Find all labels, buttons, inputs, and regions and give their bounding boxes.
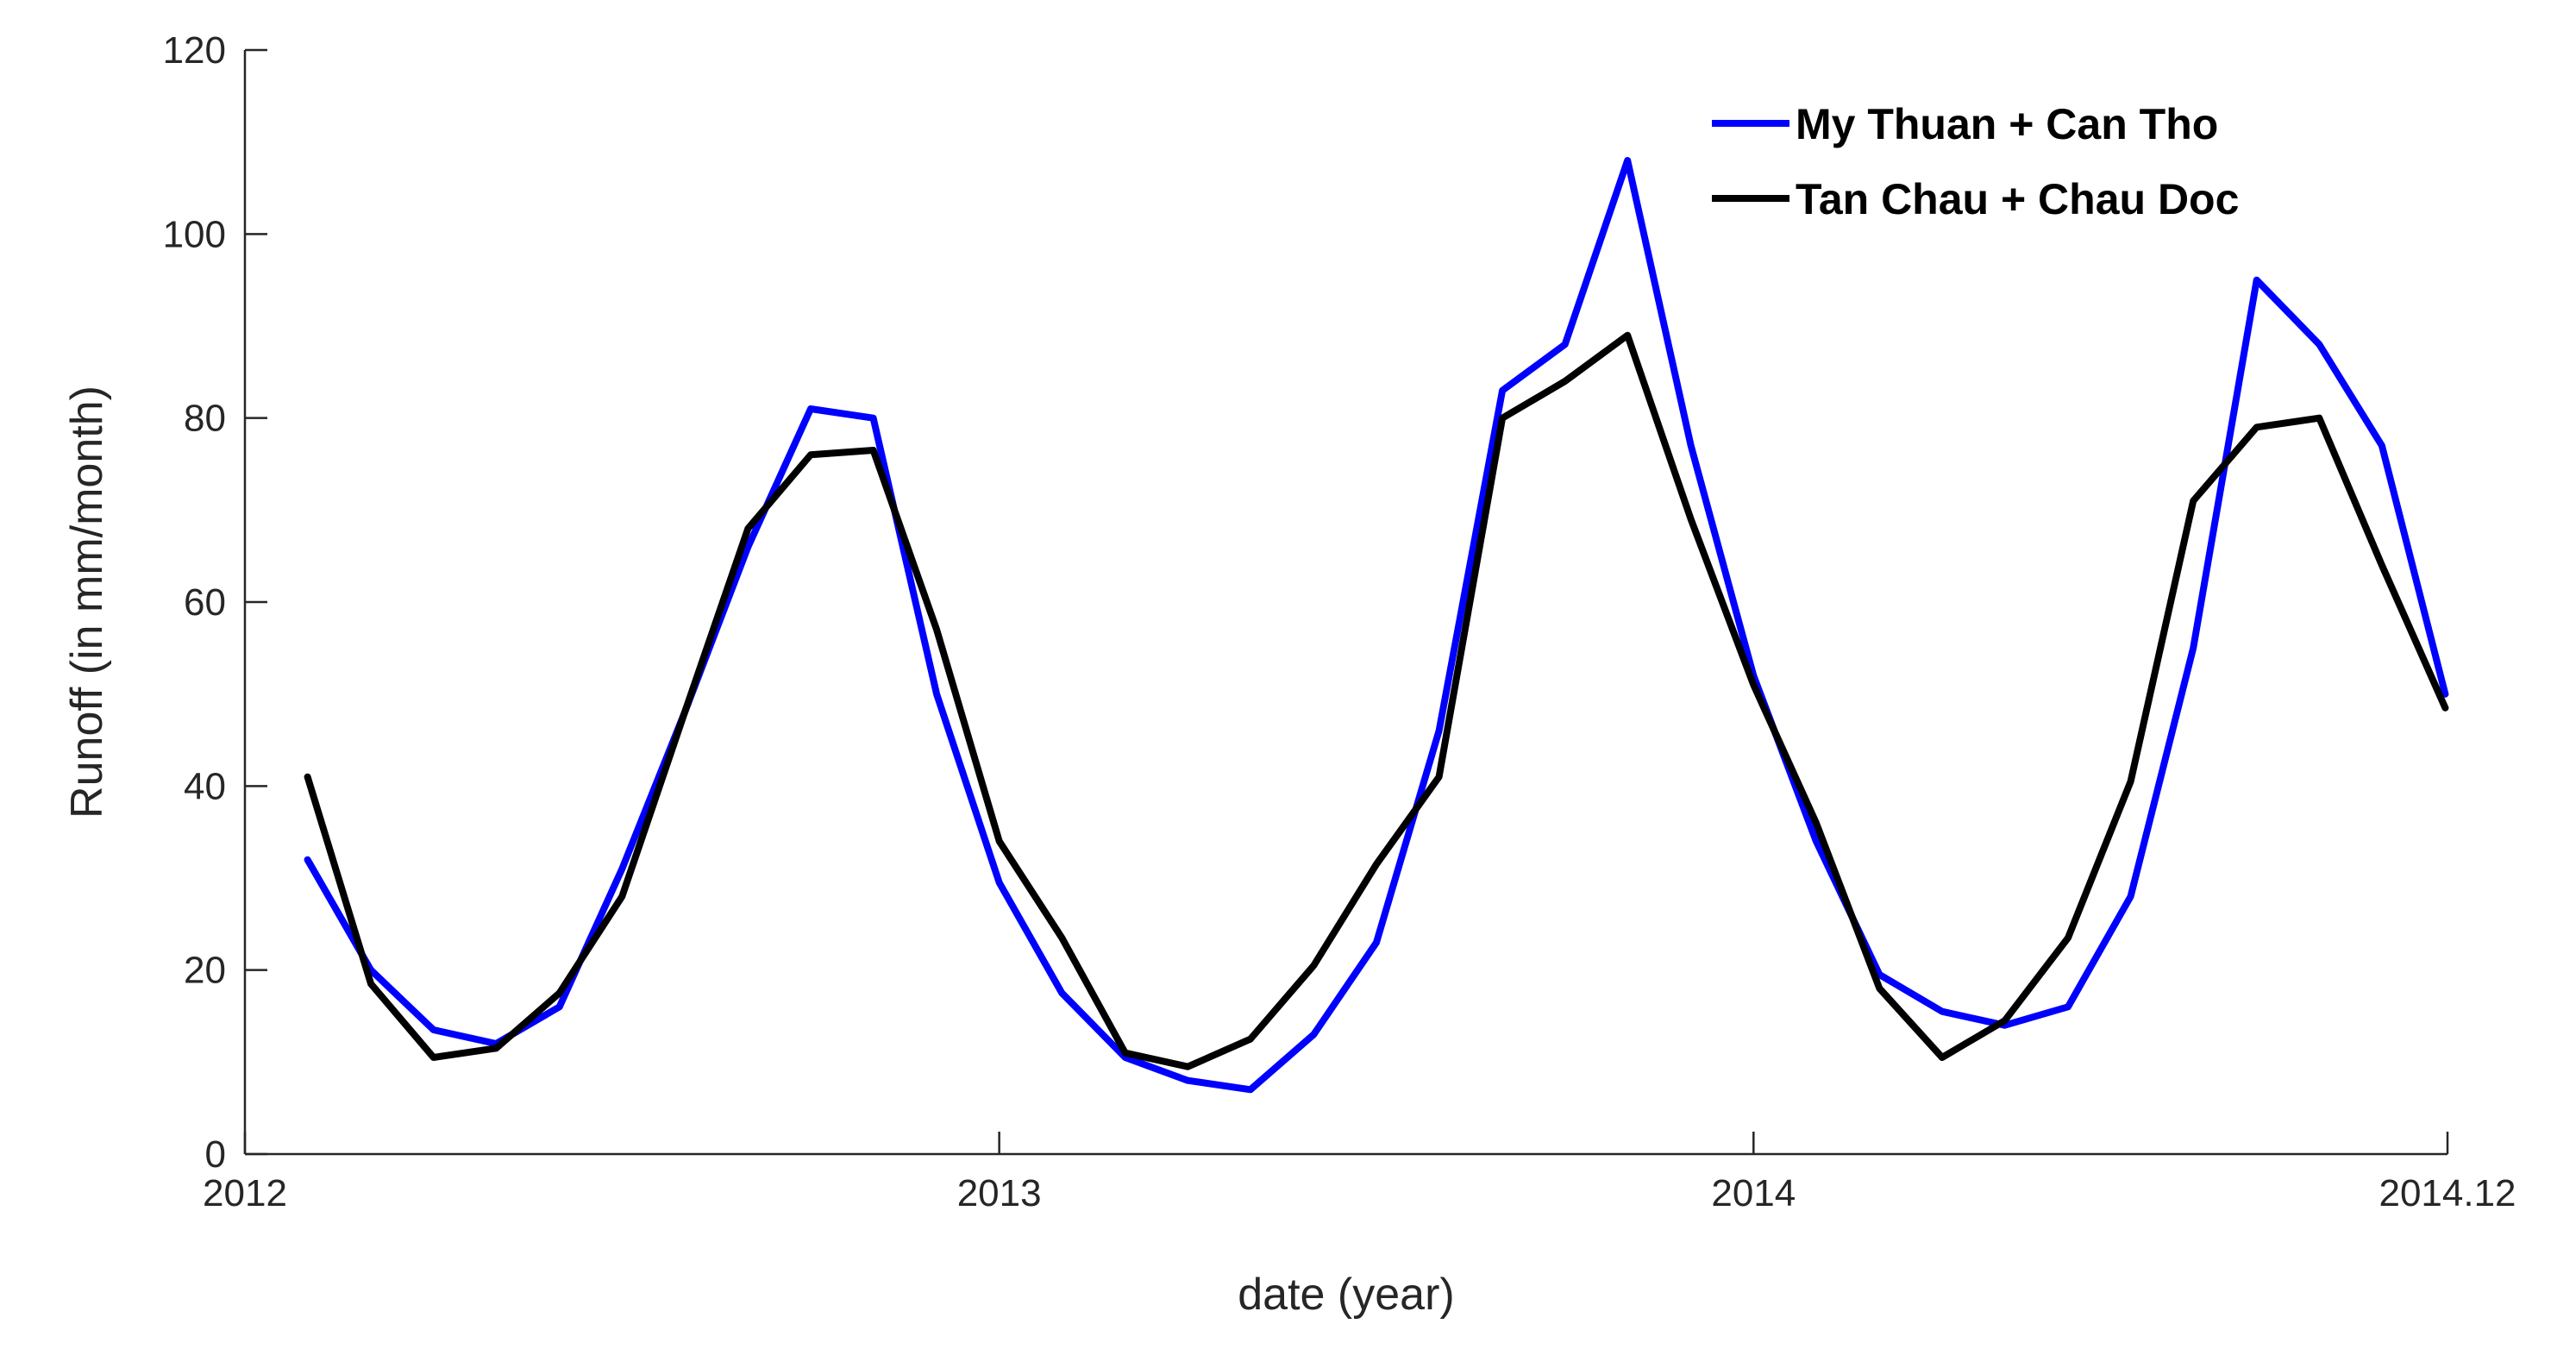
legend-label-my-thuan: My Thuan + Can Tho bbox=[1796, 100, 2218, 148]
y-tick-label-3: 60 bbox=[184, 581, 226, 624]
y-tick-label-0: 0 bbox=[205, 1133, 226, 1176]
legend: My Thuan + Can Tho Tan Chau + Chau Doc bbox=[1712, 100, 2239, 223]
x-ticks: 2012 2013 2014 2014.12 bbox=[203, 1132, 2516, 1214]
x-axis-label: date (year) bbox=[1238, 1270, 1454, 1320]
y-axis-label: Runoff (in mm/month) bbox=[62, 386, 112, 819]
y-tick-label-5: 100 bbox=[163, 213, 226, 255]
y-tick-label-1: 20 bbox=[184, 950, 226, 992]
series-layer bbox=[304, 157, 2449, 1094]
series-line-1 bbox=[304, 331, 2449, 1070]
x-tick-label-3: 2014.12 bbox=[2379, 1172, 2516, 1214]
series-line-0 bbox=[304, 157, 2449, 1094]
y-tick-label-6: 120 bbox=[163, 29, 226, 72]
y-tick-label-4: 80 bbox=[184, 398, 226, 440]
y-tick-label-2: 40 bbox=[184, 765, 226, 807]
x-tick-label-0: 2012 bbox=[203, 1172, 287, 1214]
y-ticks: 0 20 40 60 80 100 120 bbox=[163, 29, 267, 1176]
x-tick-label-2: 2014 bbox=[1711, 1172, 1796, 1214]
x-tick-label-1: 2013 bbox=[957, 1172, 1042, 1214]
legend-label-tan-chau: Tan Chau + Chau Doc bbox=[1796, 175, 2239, 223]
